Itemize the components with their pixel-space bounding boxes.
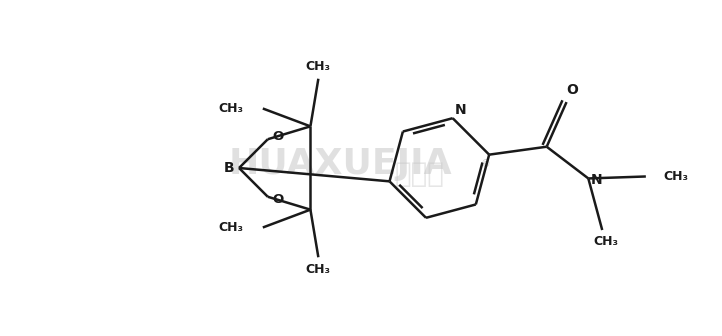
Text: N: N — [455, 103, 466, 117]
Text: N: N — [591, 173, 602, 187]
Text: O: O — [272, 193, 283, 206]
Text: 化学加: 化学加 — [395, 160, 445, 188]
Text: CH₃: CH₃ — [218, 102, 243, 115]
Text: B: B — [224, 161, 235, 175]
Text: CH₃: CH₃ — [664, 170, 689, 183]
Text: HUAXUEJIA: HUAXUEJIA — [228, 147, 452, 181]
Text: ®: ® — [481, 159, 491, 169]
Text: CH₃: CH₃ — [218, 221, 243, 234]
Text: O: O — [272, 130, 283, 143]
Text: CH₃: CH₃ — [593, 236, 619, 248]
Text: CH₃: CH₃ — [306, 263, 331, 276]
Text: CH₃: CH₃ — [306, 60, 331, 73]
Text: O: O — [567, 83, 578, 97]
